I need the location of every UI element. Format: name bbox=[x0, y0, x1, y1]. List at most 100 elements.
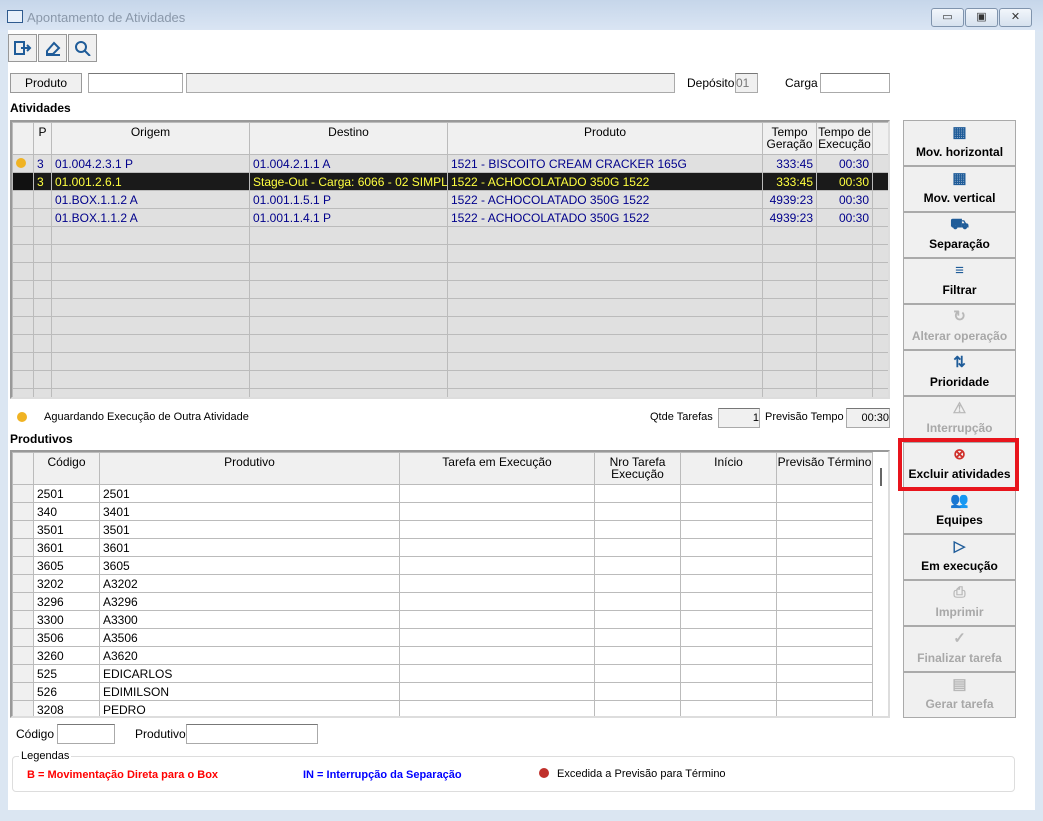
deposito-label: Depósito bbox=[687, 76, 735, 90]
legendas-group bbox=[12, 756, 1015, 792]
table-row[interactable] bbox=[12, 280, 888, 299]
table-cell: 00:30 bbox=[816, 172, 873, 191]
table-cell bbox=[249, 334, 448, 353]
table-row[interactable]: 3601 3601 bbox=[12, 538, 873, 557]
table-cell bbox=[816, 370, 873, 389]
column-header[interactable] bbox=[12, 452, 34, 485]
imprimir-button[interactable]: ⎙ Imprimir bbox=[903, 580, 1016, 626]
table-cell bbox=[680, 610, 777, 629]
maximize-button[interactable]: ▣ bbox=[965, 8, 998, 27]
excluir-atividades-button[interactable]: ⊗ Excluir atividades bbox=[903, 442, 1016, 488]
action-label: Imprimir bbox=[935, 605, 984, 619]
carga-input[interactable] bbox=[820, 73, 890, 93]
table-row[interactable]: 3260 A3620 bbox=[12, 646, 873, 665]
table-row[interactable] bbox=[12, 388, 888, 397]
table-row[interactable] bbox=[12, 298, 888, 317]
table-row[interactable]: 3 01.004.2.3.1 P 01.004.2.1.1 A 1521 - BISC… bbox=[12, 154, 888, 173]
table-cell bbox=[816, 352, 873, 371]
table-row[interactable]: 3208 PEDRO bbox=[12, 700, 873, 716]
table-cell bbox=[594, 484, 681, 503]
table-cell bbox=[594, 700, 681, 716]
table-cell: 3601 bbox=[33, 538, 100, 557]
table-row[interactable] bbox=[12, 262, 888, 281]
produtivo-input[interactable] bbox=[186, 724, 318, 744]
table-row[interactable] bbox=[12, 334, 888, 353]
table-row[interactable] bbox=[12, 226, 888, 245]
minimize-button[interactable]: ▭ bbox=[931, 8, 964, 27]
column-header[interactable]: Tempo de Execução bbox=[816, 122, 873, 155]
table-row[interactable] bbox=[12, 244, 888, 263]
table-cell bbox=[51, 388, 250, 397]
clear-button[interactable] bbox=[38, 34, 67, 62]
table-cell bbox=[872, 316, 888, 335]
table-row[interactable] bbox=[12, 370, 888, 389]
table-cell: 00:30 bbox=[816, 190, 873, 209]
table-row[interactable]: 3300 A3300 bbox=[12, 610, 873, 629]
gerar-tarefa-button[interactable]: ▤ Gerar tarefa bbox=[903, 672, 1016, 718]
column-header[interactable] bbox=[12, 122, 34, 155]
finalizar-tarefa-button[interactable]: ✓ Finalizar tarefa bbox=[903, 626, 1016, 672]
table-cell bbox=[680, 664, 777, 683]
column-header[interactable]: Tempo Geração bbox=[762, 122, 817, 155]
column-header[interactable]: Tarefa em Execução bbox=[399, 452, 595, 485]
table-cell bbox=[776, 556, 873, 575]
column-header[interactable]: Início bbox=[680, 452, 777, 485]
table-cell bbox=[447, 352, 763, 371]
mov-vertical-button[interactable]: ▦ Mov. vertical bbox=[903, 166, 1016, 212]
table-row[interactable]: 526 EDIMILSON bbox=[12, 682, 873, 701]
search-button[interactable] bbox=[68, 34, 97, 62]
table-row[interactable]: 01.BOX.1.1.2 A 01.001.1.5.1 P 1522 - ACHOC… bbox=[12, 190, 888, 209]
column-header[interactable]: Produto bbox=[447, 122, 763, 155]
table-cell bbox=[399, 538, 595, 557]
table-cell bbox=[680, 520, 777, 539]
table-row[interactable]: 3506 A3506 bbox=[12, 628, 873, 647]
exit-button[interactable] bbox=[8, 34, 37, 62]
table-cell bbox=[680, 682, 777, 701]
interrupção-button[interactable]: ⚠ Interrupção bbox=[903, 396, 1016, 442]
table-row[interactable]: 3 01.001.2.6.1 Stage-Out - Carga: 6066 - 0… bbox=[12, 172, 888, 191]
filter-icon: ≡ bbox=[955, 262, 964, 279]
table-row[interactable]: 3605 3605 bbox=[12, 556, 873, 575]
table-cell bbox=[249, 280, 448, 299]
table-row[interactable] bbox=[12, 316, 888, 335]
atividades-title: Atividades bbox=[10, 101, 71, 115]
table-cell bbox=[594, 592, 681, 611]
prioridade-button[interactable]: ⇅ Prioridade bbox=[903, 350, 1016, 396]
table-row[interactable]: 3202 A3202 bbox=[12, 574, 873, 593]
column-header[interactable]: Produtivo bbox=[99, 452, 400, 485]
mov-horizontal-button[interactable]: ▦ Mov. horizontal bbox=[903, 120, 1016, 166]
produtivos-grid[interactable]: Código Produtivo Tarefa em Execução Nro Tar… bbox=[10, 450, 890, 718]
column-header[interactable]: Previsão Término bbox=[776, 452, 873, 485]
produto-code-input[interactable] bbox=[88, 73, 183, 93]
column-header[interactable]: P bbox=[33, 122, 52, 155]
close-button[interactable]: ✕ bbox=[999, 8, 1032, 27]
column-header[interactable]: Código bbox=[33, 452, 100, 485]
action-label: Alterar operação bbox=[911, 329, 1008, 343]
table-row[interactable] bbox=[12, 352, 888, 371]
table-row[interactable]: 525 EDICARLOS bbox=[12, 664, 873, 683]
em-execução-button[interactable]: ▷ Em execução bbox=[903, 534, 1016, 580]
codigo-input[interactable] bbox=[57, 724, 115, 744]
atividades-grid[interactable]: P Origem Destino Produto Tempo Geração Tempo … bbox=[10, 120, 890, 399]
table-row[interactable]: 3296 A3296 bbox=[12, 592, 873, 611]
table-cell bbox=[816, 262, 873, 281]
table-row[interactable]: 01.BOX.1.1.2 A 01.001.1.4.1 P 1522 - ACHOC… bbox=[12, 208, 888, 227]
alterar-operação-button[interactable]: ↻ Alterar operação bbox=[903, 304, 1016, 350]
action-label: Finalizar tarefa bbox=[917, 651, 1002, 665]
table-row[interactable]: 3501 3501 bbox=[12, 520, 873, 539]
column-header[interactable]: Origem bbox=[51, 122, 250, 155]
column-header[interactable] bbox=[872, 122, 888, 155]
separação-button[interactable]: ⛟ Separação bbox=[903, 212, 1016, 258]
table-row[interactable]: 2501 2501 bbox=[12, 484, 873, 503]
scrollbar-thumb[interactable] bbox=[880, 468, 882, 486]
table-cell bbox=[776, 682, 873, 701]
table-row[interactable]: 340 3401 bbox=[12, 502, 873, 521]
filtrar-button[interactable]: ≡ Filtrar bbox=[903, 258, 1016, 304]
equipes-button[interactable]: 👥 Equipes bbox=[903, 488, 1016, 534]
produto-button[interactable]: Produto bbox=[10, 73, 82, 93]
table-cell bbox=[12, 316, 34, 335]
column-header[interactable]: Destino bbox=[249, 122, 448, 155]
table-cell bbox=[680, 628, 777, 647]
column-header[interactable]: Nro Tarefa Execução bbox=[594, 452, 681, 485]
table-cell bbox=[594, 538, 681, 557]
